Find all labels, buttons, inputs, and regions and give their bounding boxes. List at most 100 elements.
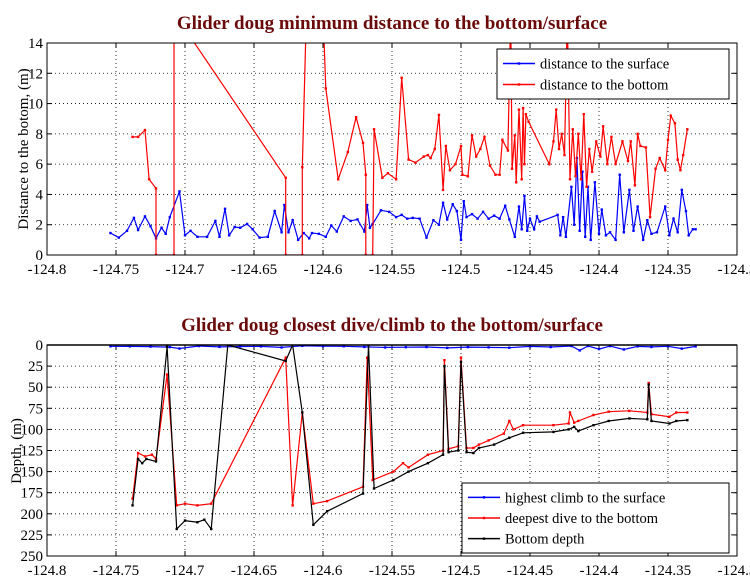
data-point bbox=[183, 519, 187, 522]
data-point bbox=[552, 423, 555, 427]
data-point bbox=[411, 216, 414, 220]
data-point bbox=[506, 149, 510, 152]
y-tick-label: 6 bbox=[36, 157, 44, 173]
data-point bbox=[425, 236, 428, 239]
data-point bbox=[266, 235, 269, 239]
data-point bbox=[455, 209, 459, 213]
data-point bbox=[555, 108, 558, 111]
data-point bbox=[636, 132, 639, 136]
data-point bbox=[189, 229, 192, 232]
data-point bbox=[561, 215, 565, 219]
data-point bbox=[595, 140, 598, 143]
data-point bbox=[183, 502, 187, 505]
chart-title: Glider doug closest dive/climb to the bo… bbox=[181, 315, 603, 336]
data-point bbox=[143, 455, 147, 458]
data-point bbox=[563, 153, 566, 157]
series-line-0 bbox=[110, 345, 696, 352]
data-point bbox=[622, 348, 626, 351]
data-point bbox=[585, 185, 588, 189]
data-point bbox=[172, 253, 176, 255]
data-point bbox=[451, 203, 454, 206]
data-point bbox=[218, 345, 221, 349]
data-point bbox=[501, 138, 504, 142]
x-tick-label: -124.55 bbox=[369, 262, 415, 278]
data-point bbox=[502, 432, 505, 435]
data-point bbox=[425, 345, 428, 349]
data-point bbox=[400, 213, 403, 217]
data-point bbox=[528, 345, 532, 348]
data-point bbox=[145, 457, 148, 461]
data-point bbox=[520, 228, 523, 231]
y-tick-label: 250 bbox=[21, 549, 44, 565]
y-tick-label: 225 bbox=[21, 528, 44, 544]
data-point bbox=[672, 217, 675, 220]
data-point bbox=[552, 140, 555, 143]
data-point bbox=[639, 144, 642, 148]
x-tick-label: -124.7 bbox=[166, 563, 205, 579]
data-point bbox=[383, 346, 387, 349]
data-point bbox=[259, 345, 263, 348]
data-point bbox=[301, 345, 304, 348]
data-point bbox=[527, 120, 530, 123]
data-point bbox=[324, 235, 327, 239]
y-tick-label: 200 bbox=[21, 507, 44, 523]
data-point bbox=[628, 188, 631, 192]
data-point bbox=[570, 345, 573, 348]
data-point bbox=[622, 231, 626, 234]
data-point bbox=[492, 443, 496, 446]
data-point bbox=[607, 410, 610, 413]
data-point bbox=[178, 347, 181, 350]
data-point bbox=[296, 238, 300, 242]
data-point bbox=[336, 178, 340, 181]
data-point bbox=[392, 470, 395, 473]
data-point bbox=[600, 208, 603, 211]
data-point bbox=[610, 135, 613, 139]
data-point bbox=[508, 419, 511, 423]
data-point bbox=[477, 443, 481, 446]
data-point bbox=[356, 218, 359, 221]
plot-frame bbox=[46, 42, 738, 256]
data-point bbox=[552, 430, 555, 434]
data-point bbox=[571, 128, 574, 131]
data-point bbox=[614, 238, 617, 242]
data-point bbox=[465, 450, 468, 454]
x-tick-label: -124.5 bbox=[442, 563, 481, 579]
data-point bbox=[273, 209, 276, 213]
data-point bbox=[567, 422, 570, 425]
x-tick-label: -124.8 bbox=[28, 563, 67, 579]
data-point bbox=[404, 345, 407, 349]
data-point bbox=[165, 373, 169, 376]
x-tick-label: -124.75 bbox=[93, 262, 139, 278]
data-point bbox=[586, 345, 590, 348]
data-point bbox=[472, 451, 475, 455]
x-tick-label: -124.45 bbox=[507, 262, 553, 278]
y-tick-label: 125 bbox=[21, 444, 44, 460]
data-point bbox=[641, 238, 645, 242]
data-point bbox=[364, 173, 367, 176]
data-point bbox=[487, 346, 490, 349]
data-point bbox=[517, 108, 521, 111]
data-point bbox=[646, 218, 649, 222]
data-point bbox=[143, 215, 147, 218]
legend: distance to the surface distance to the b… bbox=[496, 48, 730, 100]
data-point bbox=[668, 422, 671, 425]
data-point bbox=[325, 499, 329, 503]
data-point bbox=[589, 238, 592, 242]
data-point bbox=[330, 224, 333, 227]
data-point bbox=[599, 155, 602, 158]
data-point bbox=[400, 76, 403, 80]
data-point bbox=[549, 345, 552, 349]
data-point bbox=[317, 232, 321, 235]
data-point bbox=[592, 423, 595, 427]
data-point bbox=[433, 147, 436, 151]
data-point bbox=[601, 125, 605, 128]
data-point bbox=[556, 213, 559, 217]
data-point bbox=[532, 228, 536, 231]
data-point bbox=[588, 147, 591, 151]
data-point bbox=[564, 235, 568, 239]
data-point bbox=[633, 184, 637, 187]
data-point bbox=[160, 226, 163, 229]
data-point bbox=[372, 487, 376, 490]
data-point bbox=[664, 169, 667, 172]
data-point bbox=[394, 215, 398, 219]
